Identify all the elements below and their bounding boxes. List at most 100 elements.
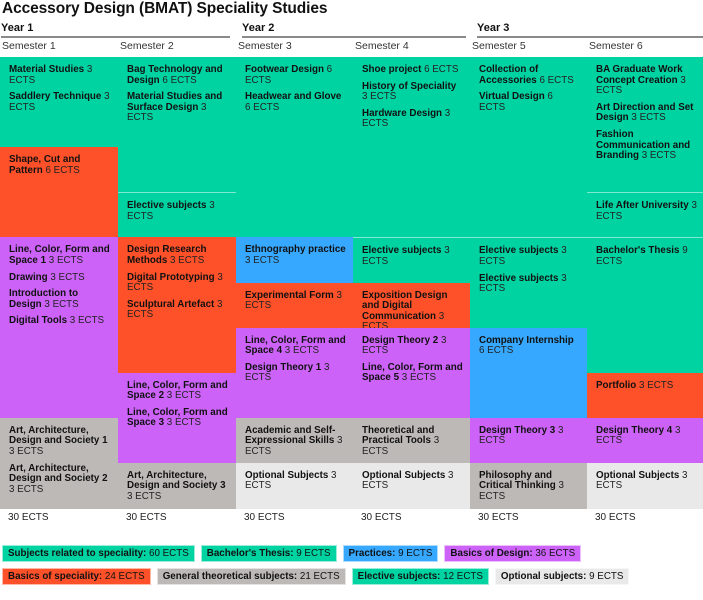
course-item[interactable]: Elective subjects 3 ECTS — [362, 246, 464, 267]
course-block-speciality: Collection of Accessories 6 ECTS Virtual … — [470, 57, 587, 238]
course-item[interactable]: Bachelor's Thesis 9 ECTS — [596, 246, 697, 267]
course-item[interactable]: Optional Subjects 3 ECTS — [596, 469, 697, 492]
course-name: Digital Prototyping — [127, 271, 215, 283]
course-item[interactable]: Material Studies and Surface Design 3 EC… — [127, 91, 230, 124]
course-item[interactable]: Bag Technology and Design 6 ECTS — [127, 64, 230, 86]
course-item[interactable]: Drawing 3 ECTS — [9, 271, 112, 284]
course-name: Sculptural Artefact — [127, 298, 215, 310]
course-item[interactable]: Digital Prototyping 3 ECTS — [127, 271, 230, 294]
course-name: Ethnography practice — [245, 244, 346, 256]
course-item[interactable]: Shape, Cut and Pattern 6 ECTS — [9, 154, 112, 176]
course-item[interactable]: Portfolio 3 ECTS — [596, 380, 697, 392]
course-item[interactable]: Design Research Methods 3 ECTS — [127, 245, 230, 266]
course-item[interactable]: Design Theory 3 3 ECTS — [479, 425, 581, 447]
course-item[interactable]: BA Graduate Work Concept Creation 3 ECTS — [596, 64, 697, 97]
course-item[interactable]: Theoretical and Practical Tools 3 ECTS — [362, 424, 464, 458]
course-item[interactable]: Fashion Communication and Branding 3 ECT… — [596, 129, 697, 162]
course-name: Design Theory 4 — [596, 424, 673, 436]
course-name: Theoretical and Practical Tools — [362, 424, 435, 447]
course-name: Material Studies and Surface Design — [127, 91, 223, 113]
course-block-basics-speciality: Portfolio 3 ECTS — [587, 372, 703, 419]
course-ects: 3 ECTS — [479, 245, 567, 267]
year-label: Year 2 — [242, 22, 275, 34]
course-item[interactable]: Line, Color, Form and Space 1 3 ECTS — [9, 245, 112, 266]
course-ects: 3 ECTS — [479, 272, 567, 295]
course-item[interactable]: Company Internship 6 ECTS — [479, 335, 581, 357]
course-item[interactable]: Digital Tools 3 ECTS — [9, 316, 112, 327]
course-block-practice: Company Internship 6 ECTS — [470, 327, 587, 419]
course-block-optional: Optional Subjects 3 ECTS — [587, 462, 703, 509]
course-name: Line, Color, Form and Space 5 — [362, 361, 463, 384]
course-block-speciality: Bag Technology and Design 6 ECTS Material… — [118, 57, 236, 193]
legend-row: Basics of speciality: 24 ECTS General the… — [2, 568, 702, 585]
course-name: Elective subjects — [362, 245, 442, 257]
course-item[interactable]: Elective subjects 3 ECTS — [479, 246, 581, 267]
legend-label: Basics of Design: — [450, 548, 533, 559]
course-item[interactable]: Art Direction and Set Design 3 ECTS — [596, 102, 697, 124]
course-ects: 6 ECTS — [421, 64, 459, 75]
course-item[interactable]: Academic and Self-Expressional Skills 3 … — [245, 425, 347, 458]
course-name: Art, Architecture, Design and Society 3 — [127, 469, 226, 492]
course-item[interactable]: Introduction to Design 3 ECTS — [9, 288, 112, 310]
course-block-design: Design Theory 3 3 ECTS — [470, 417, 587, 464]
course-item[interactable]: Material Studies 3 ECTS — [9, 64, 112, 86]
course-item[interactable]: Art, Architecture, Design and Society 1 … — [9, 425, 112, 458]
course-item[interactable]: Life After University 3 ECTS — [596, 200, 697, 222]
course-item[interactable]: Sculptural Artefact 3 ECTS — [127, 298, 230, 321]
course-ects: 3 ECTS — [628, 112, 666, 124]
course-item[interactable]: Art, Architecture, Design and Society 3 … — [127, 469, 230, 503]
legend-label: Bachelor's Thesis: — [206, 548, 294, 559]
course-ects: 3 ECTS — [596, 469, 688, 492]
course-item[interactable]: Line, Color, Form and Space 4 3 ECTS — [245, 335, 347, 357]
course-item[interactable]: Ethnography practice 3 ECTS — [245, 245, 347, 266]
course-item[interactable]: Exposition Design and Digital Communicat… — [362, 290, 464, 333]
course-item[interactable]: Collection of Accessories 6 ECTS — [479, 64, 581, 86]
course-ects: 3 ECTS — [245, 289, 342, 312]
course-item[interactable]: Virtual Design 6 ECTS — [479, 91, 581, 113]
course-item[interactable]: Shoe project 6 ECTS — [362, 64, 464, 76]
course-block-theory: Theoretical and Practical Tools 3 ECTS — [353, 417, 470, 464]
course-name: Drawing — [9, 271, 48, 283]
course-name: Art, Architecture, Design and Society 2 — [9, 462, 108, 485]
course-item[interactable]: Footwear Design 6 ECTS — [245, 64, 347, 86]
semester-label: Semester 6 — [589, 40, 643, 52]
course-item[interactable]: Optional Subjects 3 ECTS — [245, 470, 347, 492]
legend-label: Optional subjects: — [500, 571, 587, 582]
course-item[interactable]: Optional Subjects 3 ECTS — [362, 469, 464, 492]
course-ects: 3 ECTS — [245, 435, 343, 457]
year-divider — [1, 36, 230, 38]
legend-label: General theoretical subjects: — [162, 571, 298, 582]
course-item[interactable]: Art, Architecture, Design and Society 2 … — [9, 462, 112, 496]
course-item[interactable]: Saddlery Technique 3 ECTS — [9, 91, 112, 113]
legend-item-optional: Optional subjects: 9 ECTS — [494, 568, 630, 585]
course-item[interactable]: Design Theory 1 3 ECTS — [245, 362, 347, 384]
course-item[interactable]: Elective subjects 3 ECTS — [127, 200, 230, 222]
course-item[interactable]: Philosophy and Critical Thinking 3 ECTS — [479, 470, 581, 503]
semester-label: Semester 1 — [2, 40, 56, 52]
legend-item-design: Basics of Design: 36 ECTS — [444, 545, 582, 562]
course-item[interactable]: Line, Color, Form and Space 3 3 ECTS — [127, 406, 230, 429]
legend-row: Subjects related to speciality: 60 ECTS B… — [2, 545, 702, 562]
course-block-speciality: Shoe project 6 ECTS History of Speciality… — [353, 57, 470, 238]
course-item[interactable]: Elective subjects 3 ECTS — [479, 272, 581, 295]
course-ects: 3 ECTS — [127, 491, 162, 503]
course-item[interactable]: Hardware Design 3 ECTS — [362, 108, 464, 130]
course-name: Material Studies — [9, 64, 85, 75]
course-ects: 6 ECTS — [42, 164, 80, 176]
course-block-theory: Academic and Self-Expressional Skills 3 … — [236, 417, 353, 464]
course-ects: 3 ECTS — [362, 310, 445, 332]
course-name: Line, Color, Form and Space 3 — [127, 406, 228, 429]
course-block-optional: Optional Subjects 3 ECTS — [236, 462, 353, 509]
course-name: Experimental Form — [245, 289, 334, 301]
course-block-basics-speciality: Exposition Design and Digital Communicat… — [353, 282, 470, 332]
course-item[interactable]: Design Theory 2 3 ECTS — [362, 335, 464, 357]
course-item[interactable]: History of Speciality 3 ECTS — [362, 81, 464, 103]
course-item[interactable]: Design Theory 4 3 ECTS — [596, 424, 697, 447]
course-block-theory: Art, Architecture, Design and Society 3 … — [118, 462, 236, 509]
course-item[interactable]: Headwear and Glove 6 ECTS — [245, 91, 347, 113]
course-item[interactable]: Line, Color, Form and Space 2 3 ECTS — [127, 380, 230, 402]
course-ects: 3 ECTS — [362, 469, 454, 492]
course-item[interactable]: Line, Color, Form and Space 5 3 ECTS — [362, 361, 464, 384]
course-name: Headwear and Glove — [245, 91, 342, 103]
course-item[interactable]: Experimental Form 3 ECTS — [245, 289, 347, 312]
